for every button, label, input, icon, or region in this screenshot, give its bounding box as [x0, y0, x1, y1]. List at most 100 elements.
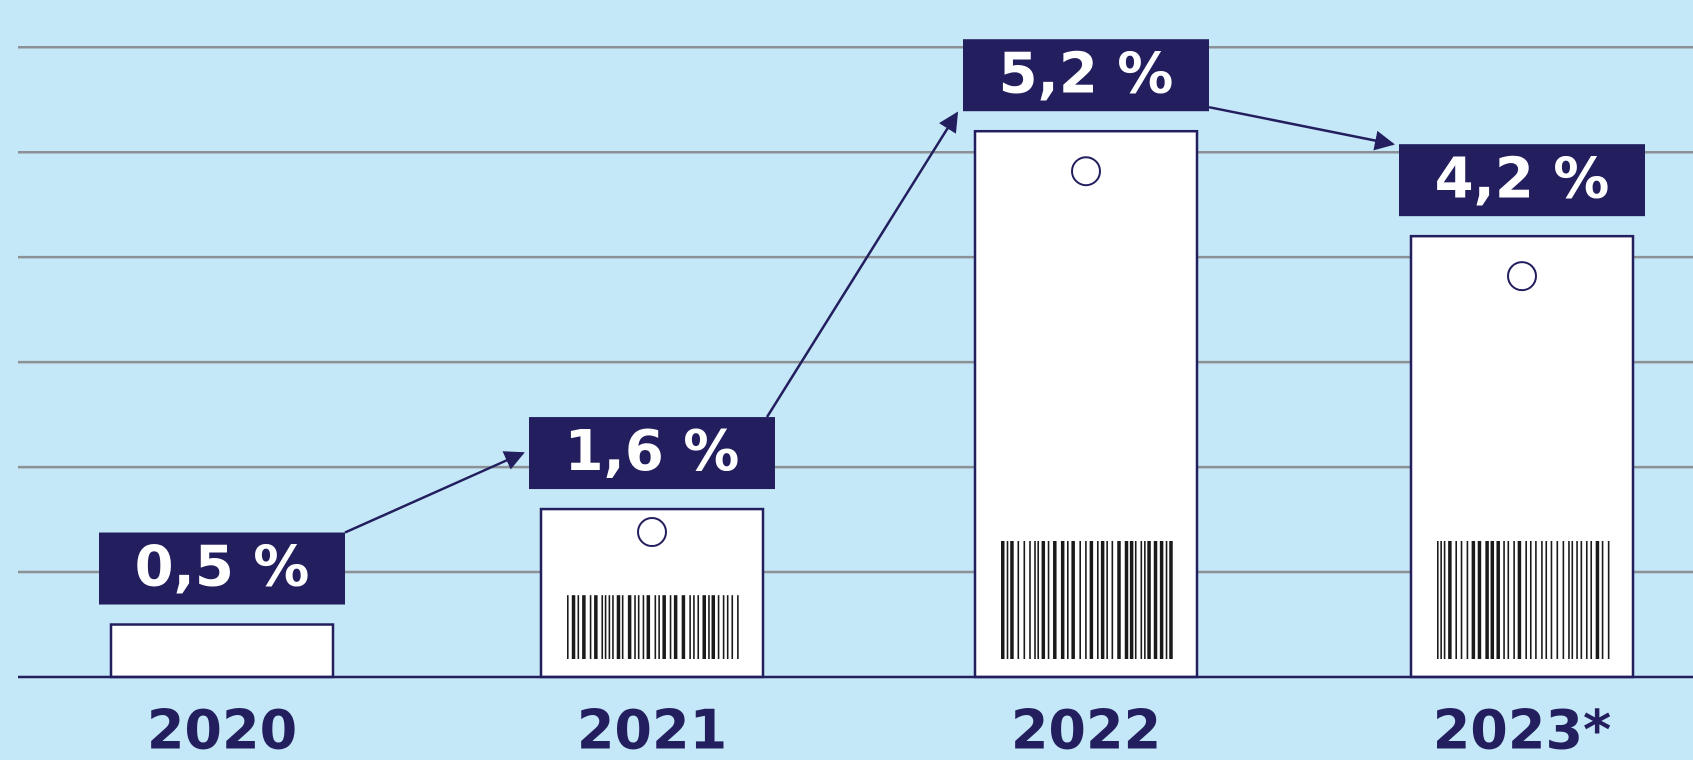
barcode-stripe	[637, 595, 640, 659]
barcode-stripe	[1440, 541, 1442, 659]
value-label-box	[1399, 144, 1645, 217]
barcode-stripe	[1466, 541, 1469, 659]
barcode-stripe	[642, 595, 645, 659]
value-label: 1,6 %	[565, 419, 740, 484]
barcode-stripe	[634, 595, 636, 659]
barcode-stripe	[1060, 541, 1065, 659]
barcode-stripe	[1590, 541, 1593, 659]
barcode-stripe	[1477, 541, 1482, 659]
barcode-stripe	[1550, 541, 1553, 659]
barcode-stripe	[1437, 541, 1439, 659]
trend-arrow	[344, 451, 525, 534]
barcode-stripe	[1607, 541, 1610, 659]
barcode-stripe	[717, 595, 720, 659]
value-label-box	[529, 417, 775, 490]
barcode-stripe	[1585, 541, 1588, 659]
barcode-stripe	[673, 595, 678, 659]
barcode-stripe	[1034, 541, 1036, 659]
barcode-stripe	[1545, 541, 1548, 659]
barcode-stripe	[1571, 541, 1574, 659]
barcode-stripe	[693, 595, 695, 659]
bar	[109, 623, 335, 679]
barcode-stripe	[1017, 541, 1020, 659]
trend-arrow	[1208, 105, 1395, 151]
barcode-stripe	[1541, 541, 1543, 659]
tag-hole	[1071, 156, 1101, 187]
barcode-stripe	[1134, 541, 1137, 659]
barcode-stripe	[1047, 541, 1050, 659]
barcode-stripe	[1037, 541, 1039, 659]
barcode-stripe	[1601, 541, 1604, 659]
barcode-stripe	[1595, 541, 1600, 659]
barcode-stripe	[1129, 541, 1134, 659]
barcode-stripe	[681, 595, 686, 659]
barcode-stripe	[1159, 541, 1164, 659]
barcode-stripe	[1124, 541, 1129, 659]
value-label: 0,5 %	[135, 535, 310, 600]
barcode-stripe	[689, 595, 691, 659]
barcode-stripe	[1066, 541, 1069, 659]
barcode-stripe	[1535, 541, 1537, 659]
barcode-stripe	[1556, 541, 1559, 659]
barcode-stripe	[1503, 541, 1505, 659]
tag-hole	[637, 517, 667, 548]
barcode-stripe	[1471, 541, 1476, 659]
barcode-stripe	[1529, 541, 1532, 659]
barcode-stripe	[1029, 541, 1031, 659]
barcode-stripe	[567, 595, 569, 659]
barcode-stripe	[1079, 541, 1081, 659]
tag-hole	[1507, 261, 1537, 292]
barcode-stripe	[621, 595, 624, 659]
barcode-stripe	[1071, 541, 1075, 659]
barcode-stripe	[1513, 541, 1515, 659]
barcode-stripe	[1089, 541, 1094, 659]
barcode-stripe	[1576, 541, 1578, 659]
barcode-stripe	[1147, 541, 1151, 659]
barcode-stripe	[722, 595, 725, 659]
barcode-stripe	[616, 595, 621, 659]
barcode-stripe	[654, 595, 657, 659]
barcode-stripe	[1053, 541, 1057, 659]
barcode-stripe	[1010, 541, 1014, 659]
barcode-stripe	[571, 595, 576, 659]
barcode-stripe	[697, 595, 700, 659]
barcode-stripe	[1096, 541, 1099, 659]
x-tick-label: 2021	[577, 699, 727, 760]
barcode-stripe	[1006, 541, 1009, 659]
barcode-stripe	[1144, 541, 1146, 659]
barcode-stripe	[1169, 541, 1173, 659]
barcode-stripe	[1455, 541, 1457, 659]
barcode-stripe	[1153, 541, 1158, 659]
barcode-stripe	[1085, 541, 1087, 659]
x-tick-label: 2023*	[1433, 699, 1612, 760]
barcode-stripe	[1165, 541, 1168, 659]
barcode-stripe	[1485, 541, 1489, 659]
barcode-stripe	[604, 595, 607, 659]
barcode-stripe	[1517, 541, 1522, 659]
barcode-stripe	[731, 595, 734, 659]
barcode-stripe	[577, 595, 580, 659]
barcode-stripe	[726, 595, 729, 659]
barcode-stripe	[589, 595, 592, 659]
barcode-stripe	[1460, 541, 1463, 659]
barcode-stripe	[1140, 541, 1143, 659]
value-label: 5,2 %	[999, 41, 1174, 106]
barcode-stripe	[612, 595, 614, 659]
x-tick-label: 2020	[147, 699, 297, 760]
barcode-stripe	[1525, 541, 1527, 659]
barcode-stripe	[1117, 541, 1121, 659]
barcode-stripe	[1562, 541, 1565, 659]
barcode-stripe	[737, 595, 739, 659]
barcode-stripe	[627, 595, 632, 659]
barcode-stripe	[1106, 541, 1108, 659]
barcode-stripe	[662, 595, 666, 659]
barcode-stripe	[1100, 541, 1105, 659]
barcode-stripe	[646, 595, 651, 659]
barcode-stripe	[1111, 541, 1114, 659]
barcode-stripe	[608, 595, 611, 659]
barcode-stripe	[601, 595, 604, 659]
value-label-box	[99, 532, 345, 605]
barcode-stripe	[658, 595, 660, 659]
barcode-stripe	[1041, 541, 1046, 659]
